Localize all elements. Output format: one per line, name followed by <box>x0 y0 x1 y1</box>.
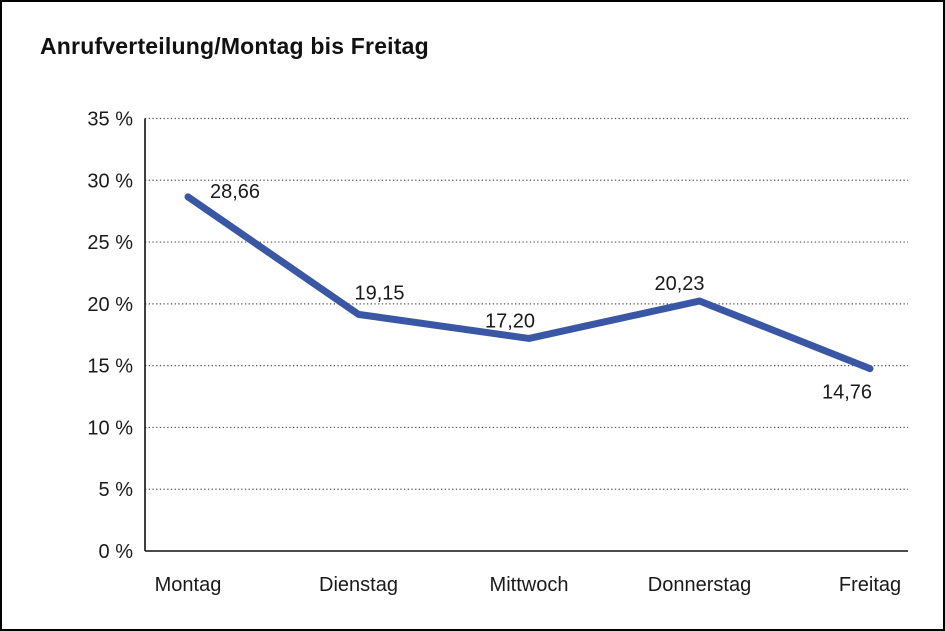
data-label: 17,20 <box>485 310 535 332</box>
x-category-label: Montag <box>155 574 222 596</box>
y-tick-label: 35 % <box>87 109 133 131</box>
y-tick-label: 10 % <box>87 417 133 439</box>
y-tick-label: 5 % <box>99 479 134 501</box>
x-category-label: Dienstag <box>319 574 398 596</box>
data-label: 14,76 <box>822 382 872 404</box>
x-category-label: Donnerstag <box>648 574 751 596</box>
y-tick-label: 15 % <box>87 356 133 378</box>
data-line <box>184 193 874 373</box>
chart-title: Anrufverteilung/Montag bis Freitag <box>40 33 429 59</box>
y-tick-label: 30 % <box>87 170 133 192</box>
data-label: 19,15 <box>355 282 405 304</box>
x-category-label: Freitag <box>839 574 901 596</box>
y-tick-label: 25 % <box>87 232 133 254</box>
y-tick-label: 0 % <box>99 541 134 563</box>
data-label: 20,23 <box>655 273 705 295</box>
x-category-label: Mittwoch <box>490 574 569 596</box>
data-label: 28,66 <box>210 181 260 203</box>
y-tick-label: 20 % <box>87 294 133 316</box>
